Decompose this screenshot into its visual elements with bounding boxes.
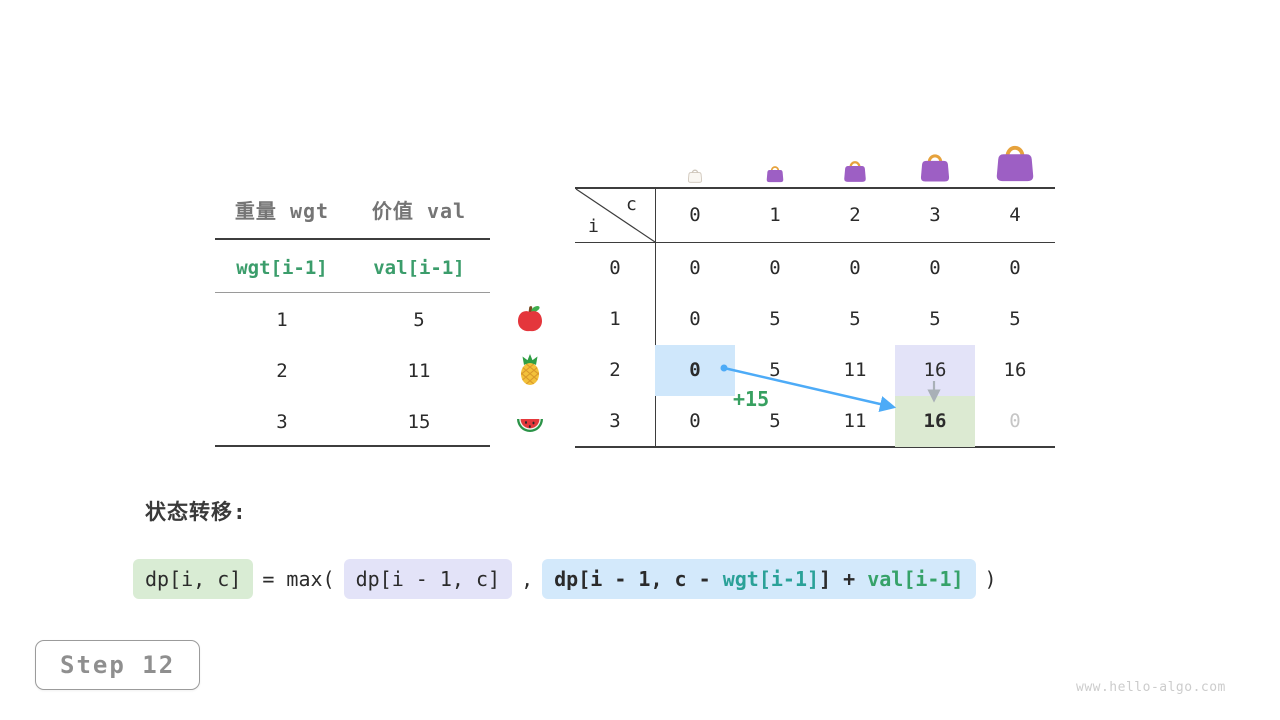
formula-lhs-box: dp[i, c] (133, 559, 254, 599)
items-cell: 3 (276, 411, 288, 433)
pineapple-icon (514, 354, 546, 386)
items-cell: 5 (413, 309, 425, 331)
formula-equals-max: = max( (262, 567, 335, 591)
dp-cell: 0 (689, 257, 701, 279)
handbag-icon (765, 163, 785, 183)
formula-heading: 状态转移: (145, 500, 247, 524)
dp-cell: 11 (843, 359, 867, 381)
items-table-rule-top (215, 238, 490, 240)
step-badge: Step 12 (35, 640, 201, 690)
items-table-rule-mid (215, 292, 490, 293)
dp-cell-current: 16 (895, 396, 975, 447)
formula-arg1-box: dp[i - 1, c] (343, 559, 513, 599)
items-col-header-wgt: 重量 wgt (234, 199, 330, 223)
transfer-gain-label: +15 (733, 387, 770, 411)
dp-corner-label-c: c (626, 194, 637, 215)
items-index-wgt: wgt[i-1] (236, 257, 328, 279)
dp-cell: 11 (843, 410, 867, 432)
formula-arg2-wgt: wgt[i-1] (722, 567, 820, 591)
dp-row-header: 0 (609, 257, 621, 279)
dp-col-header: 1 (769, 204, 781, 226)
items-table-rule-bottom (215, 445, 490, 447)
watermelon-icon (514, 406, 546, 438)
dp-cell-dimmed: 0 (1009, 410, 1021, 432)
formula-arg2-box: dp[i - 1, c - wgt[i-1]] + val[i-1] (542, 559, 976, 599)
empty-bag-icon (687, 167, 703, 183)
items-cell: 1 (276, 309, 288, 331)
dp-row-header: 2 (609, 359, 621, 381)
items-cell: 2 (276, 360, 288, 382)
dp-cell: 16 (1003, 359, 1027, 381)
dp-table-rule-bottom (575, 446, 1055, 448)
dp-cell: 0 (689, 410, 701, 432)
dp-cell-source: 0 (655, 345, 735, 396)
dp-cell: 0 (769, 257, 781, 279)
dp-table-rule-top (575, 187, 1055, 189)
apple-icon (514, 302, 546, 334)
formula-close-paren: ) (984, 567, 997, 591)
formula-comma: , (521, 567, 534, 591)
dp-cell: 0 (849, 257, 861, 279)
dp-cell: 5 (929, 308, 941, 330)
formula-arg2-mid: ] + (819, 567, 868, 591)
dp-cell-prev: 16 (895, 345, 975, 396)
dp-cell: 0 (929, 257, 941, 279)
items-col-header-val: 价值 val (371, 199, 467, 223)
dp-cell: 5 (769, 308, 781, 330)
dp-col-header: 4 (1009, 204, 1021, 226)
handbag-icon (918, 149, 952, 183)
items-cell: 15 (407, 411, 431, 433)
dp-corner-label-i: i (588, 216, 599, 237)
dp-row-header: 3 (609, 410, 621, 432)
formula-arg2-val: val[i-1] (867, 567, 964, 591)
dp-cell: 0 (689, 308, 701, 330)
dp-row-header: 1 (609, 308, 621, 330)
handbag-icon (993, 139, 1037, 183)
dp-table-rule-header (575, 242, 1055, 243)
items-index-val: val[i-1] (373, 257, 465, 279)
items-cell: 11 (407, 360, 431, 382)
dp-col-header: 3 (929, 204, 941, 226)
dp-col-header: 0 (689, 204, 701, 226)
state-transition-formula: dp[i, c] = max( dp[i - 1, c] , dp[i - 1,… (133, 559, 1006, 599)
handbag-icon (842, 157, 868, 183)
dp-cell: 5 (849, 308, 861, 330)
dp-cell: 0 (1009, 257, 1021, 279)
dp-table-rule-vertical (655, 187, 656, 448)
formula-arg2-prefix: dp[i - 1, c - (554, 567, 723, 591)
watermark: www.hello-algo.com (1076, 680, 1226, 695)
dp-cell: 5 (769, 410, 781, 432)
dp-col-header: 2 (849, 204, 861, 226)
dp-cell: 5 (1009, 308, 1021, 330)
